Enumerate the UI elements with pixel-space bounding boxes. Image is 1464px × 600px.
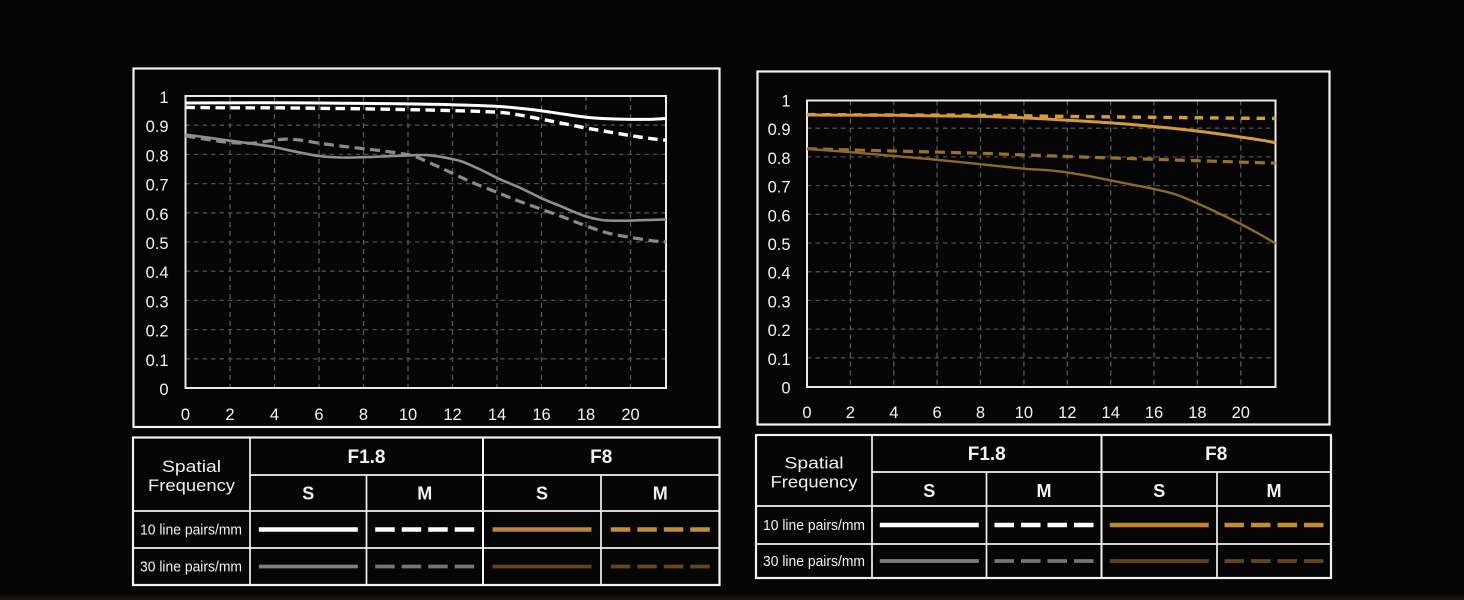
svg-text:0.6: 0.6: [768, 207, 791, 225]
svg-text:0.6: 0.6: [146, 206, 169, 224]
svg-text:16: 16: [1145, 404, 1163, 422]
svg-text:0.1: 0.1: [146, 352, 169, 370]
svg-text:8: 8: [359, 406, 368, 424]
svg-text:8: 8: [976, 404, 985, 422]
svg-text:0.4: 0.4: [768, 265, 791, 283]
svg-text:Frequency: Frequency: [148, 476, 236, 495]
svg-text:0.3: 0.3: [768, 293, 791, 311]
svg-text:0.8: 0.8: [146, 147, 169, 165]
svg-text:16: 16: [532, 406, 550, 424]
svg-text:0: 0: [159, 381, 168, 399]
svg-text:M: M: [653, 484, 668, 504]
svg-text:18: 18: [1188, 404, 1206, 422]
svg-text:0: 0: [781, 380, 790, 398]
svg-text:0.7: 0.7: [146, 177, 169, 195]
svg-text:4: 4: [889, 404, 898, 422]
svg-text:30 line pairs/mm: 30 line pairs/mm: [763, 554, 865, 570]
svg-text:12: 12: [443, 406, 461, 424]
svg-text:4: 4: [270, 406, 279, 424]
svg-text:F1.8: F1.8: [347, 447, 385, 468]
svg-text:M: M: [1037, 481, 1052, 501]
svg-text:0.9: 0.9: [146, 118, 169, 136]
svg-text:S: S: [1153, 481, 1165, 501]
svg-text:14: 14: [488, 406, 506, 424]
svg-text:0.8: 0.8: [768, 150, 791, 168]
svg-text:M: M: [1267, 481, 1282, 501]
svg-text:0.5: 0.5: [768, 236, 791, 254]
svg-text:Frequency: Frequency: [771, 472, 859, 491]
svg-text:12: 12: [1058, 404, 1076, 422]
svg-text:20: 20: [1232, 404, 1250, 422]
svg-text:S: S: [302, 484, 314, 504]
svg-text:6: 6: [933, 404, 942, 422]
svg-text:0.7: 0.7: [768, 179, 791, 197]
svg-text:0: 0: [802, 404, 811, 422]
svg-text:30 line pairs/mm: 30 line pairs/mm: [140, 560, 242, 576]
svg-text:0.4: 0.4: [146, 264, 169, 282]
svg-text:Spatial: Spatial: [162, 457, 221, 476]
svg-text:18: 18: [577, 406, 595, 424]
svg-text:2: 2: [846, 404, 855, 422]
svg-text:14: 14: [1102, 404, 1120, 422]
svg-text:0: 0: [181, 406, 190, 424]
svg-text:Spatial: Spatial: [785, 453, 844, 472]
svg-text:0.1: 0.1: [768, 351, 791, 369]
svg-text:S: S: [536, 484, 548, 504]
svg-text:0.9: 0.9: [768, 121, 791, 139]
svg-text:1: 1: [781, 93, 790, 111]
svg-text:10: 10: [1015, 404, 1033, 422]
svg-text:M: M: [417, 484, 432, 504]
svg-text:10 line pairs/mm: 10 line pairs/mm: [763, 518, 865, 534]
svg-text:10: 10: [399, 406, 417, 424]
svg-text:0.3: 0.3: [146, 293, 169, 311]
svg-text:1: 1: [159, 89, 168, 107]
svg-text:0.2: 0.2: [768, 322, 791, 340]
svg-text:0.5: 0.5: [146, 235, 169, 253]
svg-text:0.2: 0.2: [146, 323, 169, 341]
svg-text:F1.8: F1.8: [968, 444, 1006, 465]
svg-text:6: 6: [314, 406, 323, 424]
svg-text:S: S: [923, 481, 935, 501]
svg-text:20: 20: [621, 406, 639, 424]
svg-text:F8: F8: [1205, 444, 1227, 465]
svg-text:F8: F8: [590, 447, 612, 468]
svg-text:2: 2: [225, 406, 234, 424]
svg-text:10 line pairs/mm: 10 line pairs/mm: [140, 523, 242, 539]
